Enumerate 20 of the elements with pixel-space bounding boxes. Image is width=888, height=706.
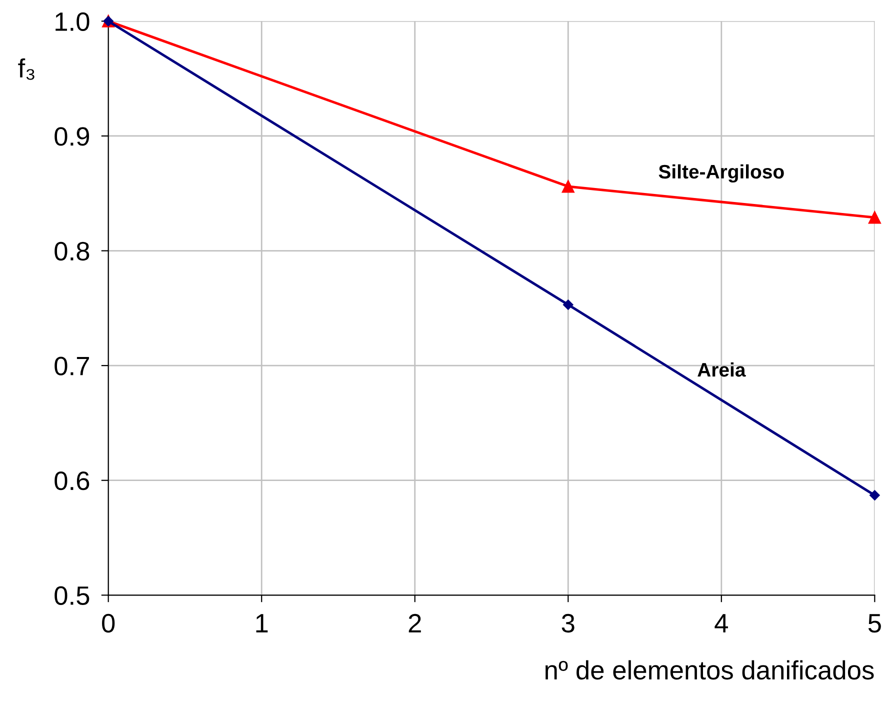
point — [563, 300, 574, 310]
y-tick-label: 0.8 — [54, 242, 90, 261]
series-label: Silte-Argiloso — [658, 164, 784, 183]
series-label: Areia — [698, 362, 746, 377]
x-tick-label: 5 — [868, 614, 881, 633]
x-tick-label: 1 — [256, 614, 268, 632]
x-tick-label: 2 — [408, 614, 421, 632]
x-tick-label: 3 — [562, 614, 574, 633]
y-tick-label: 0.5 — [54, 586, 90, 605]
x-tick-label: 0 — [102, 614, 115, 633]
point — [870, 490, 880, 500]
point — [562, 180, 574, 193]
x-tick-label: 4 — [714, 614, 728, 632]
y-tick-label: 0.6 — [54, 471, 90, 490]
y-tick-label: 1.0 — [56, 12, 90, 31]
point — [868, 211, 881, 224]
y-tick-label: 0.7 — [54, 356, 89, 376]
x-axis-title: nº de elementos danificados — [546, 660, 874, 680]
y-tick-label: 0.9 — [54, 127, 90, 146]
y-axis-title: f₃ — [18, 58, 34, 80]
